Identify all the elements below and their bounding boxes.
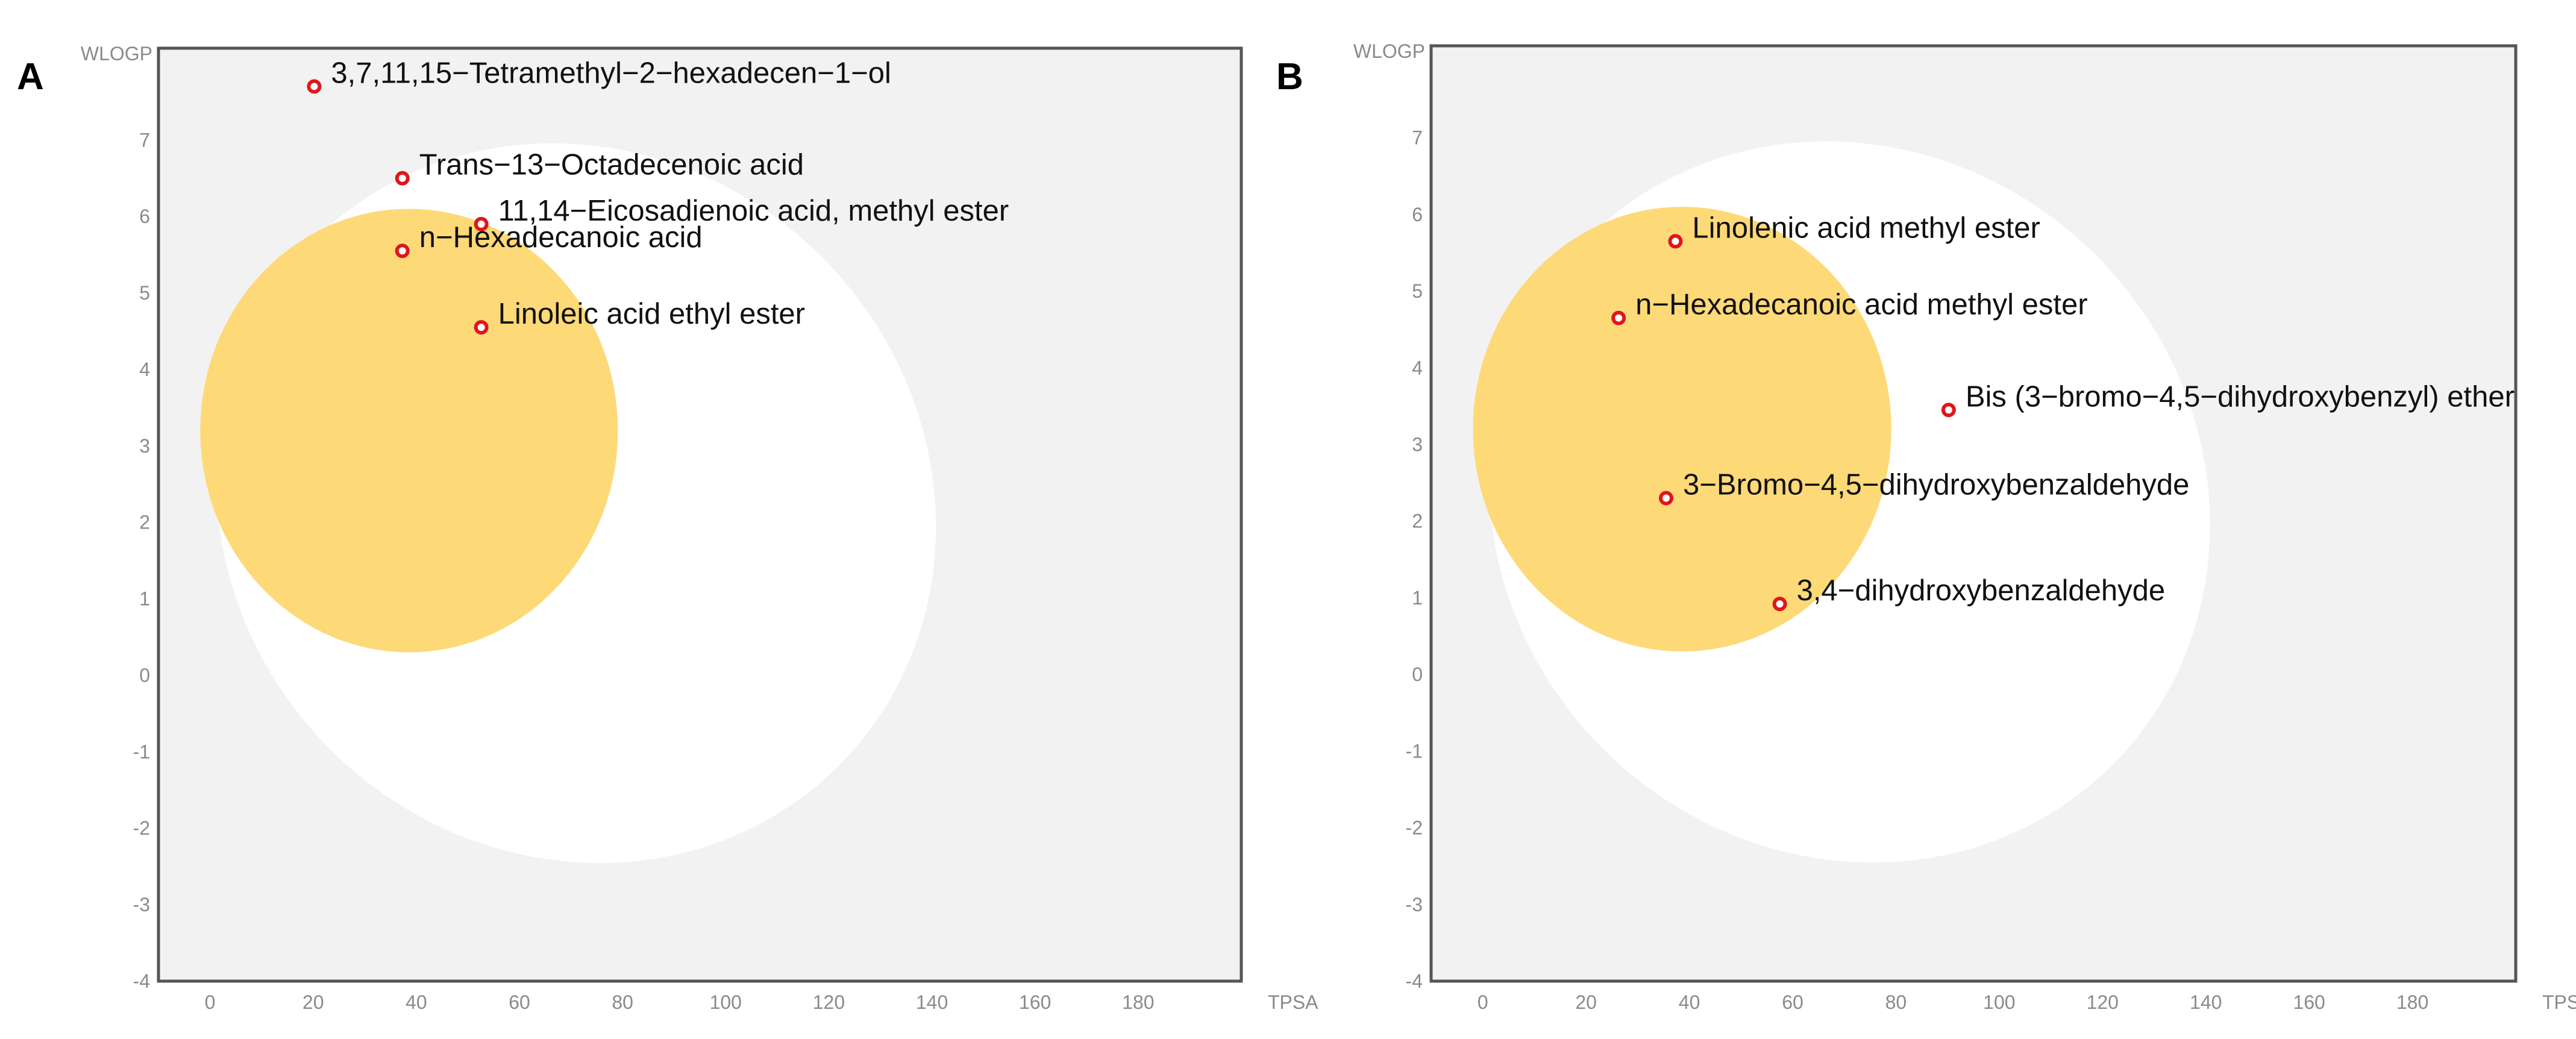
plot-frame bbox=[157, 46, 1243, 983]
point-label: n−Hexadecanoic acid bbox=[419, 221, 703, 254]
x-tick-label: 160 bbox=[1019, 991, 1051, 1013]
y-tick-label: -2 bbox=[133, 817, 150, 839]
x-tick-label: 60 bbox=[509, 991, 530, 1013]
x-tick-label: 20 bbox=[1575, 991, 1597, 1013]
y-tick-label: 3 bbox=[139, 435, 150, 457]
panel-label-a: A bbox=[17, 56, 44, 98]
point-label: Linoleic acid ethyl ester bbox=[498, 298, 805, 330]
x-tick-label: 180 bbox=[2396, 991, 2428, 1013]
x-tick-label: 140 bbox=[916, 991, 948, 1013]
panel-label-b: B bbox=[1276, 56, 1303, 98]
point-label: Linolenic acid methyl ester bbox=[1692, 212, 2040, 244]
y-tick-label: 3 bbox=[1412, 434, 1423, 456]
data-point bbox=[395, 243, 410, 259]
x-tick-label: 140 bbox=[2190, 991, 2222, 1013]
x-tick-label: 80 bbox=[612, 991, 633, 1013]
x-axis-label: TPSA bbox=[1268, 991, 1318, 1013]
point-label: 3,7,11,15−Tetramethyl−2−hexadecen−1−ol bbox=[331, 57, 891, 89]
y-tick-label: 5 bbox=[1412, 280, 1423, 302]
y-tick-label: -1 bbox=[1406, 740, 1423, 762]
y-tick-label: -3 bbox=[1406, 894, 1423, 915]
y-tick-label: 7 bbox=[139, 129, 150, 151]
y-tick-label: 1 bbox=[139, 588, 150, 610]
y-tick-label: 6 bbox=[139, 206, 150, 227]
x-tick-label: 60 bbox=[1782, 991, 1804, 1013]
data-point bbox=[1668, 234, 1683, 249]
data-point bbox=[474, 216, 489, 231]
x-tick-label: 80 bbox=[1885, 991, 1907, 1013]
y-tick-label: 2 bbox=[139, 512, 150, 533]
panel-b: 0 20 40 60 80 100 120 140 160 180 -4 -3 -2 -1 0 1 2 3 4 5 6 7… bbox=[1276, 40, 2576, 1013]
data-point bbox=[395, 171, 410, 186]
y-tick-label: 0 bbox=[139, 664, 150, 686]
data-point bbox=[474, 320, 489, 335]
y-tick-label: -4 bbox=[133, 970, 150, 992]
data-point bbox=[1941, 403, 1956, 418]
point-label: 11,14−Eicosadienoic acid, methyl ester bbox=[498, 195, 1009, 227]
point-label: Trans−13−Octadecenoic acid bbox=[419, 149, 804, 181]
y-tick-label: 7 bbox=[1412, 127, 1423, 149]
y-tick-label: 4 bbox=[139, 359, 150, 380]
x-tick-label: 180 bbox=[1122, 991, 1154, 1013]
x-tick-label: 40 bbox=[1679, 991, 1700, 1013]
y-tick-label: -1 bbox=[133, 741, 150, 762]
data-point bbox=[1611, 310, 1626, 325]
point-label: 3−Bromo−4,5−dihydroxybenzaldehyde bbox=[1683, 469, 2189, 501]
yolk-region bbox=[200, 209, 618, 653]
y-axis-label: WLOGP bbox=[81, 43, 152, 64]
data-point bbox=[1659, 491, 1673, 506]
y-tick-label: -3 bbox=[133, 894, 150, 915]
y-tick-label: -4 bbox=[1406, 970, 1423, 992]
y-tick-label: 0 bbox=[1412, 664, 1423, 685]
x-tick-label: 0 bbox=[205, 991, 216, 1013]
x-tick-label: 100 bbox=[710, 991, 742, 1013]
data-point bbox=[307, 79, 322, 94]
x-tick-label: 120 bbox=[813, 991, 845, 1013]
y-tick-label: 1 bbox=[1412, 587, 1423, 609]
y-tick-label: 6 bbox=[1412, 204, 1423, 225]
y-axis-label: WLOGP bbox=[1353, 40, 1425, 62]
point-label: n−Hexadecanoic acid methyl ester bbox=[1635, 289, 2087, 321]
x-tick-label: 160 bbox=[2293, 991, 2325, 1013]
y-tick-label: 2 bbox=[1412, 510, 1423, 532]
x-tick-label: 20 bbox=[302, 991, 324, 1013]
panel-a: 0 20 40 60 80 100 120 140 160 180 -4 -3 -2 -1 0 1 2 3 4 5 6 7… bbox=[17, 43, 1318, 1013]
x-tick-label: 40 bbox=[406, 991, 427, 1013]
y-tick-label: -2 bbox=[1406, 817, 1423, 839]
point-label: 3,4−dihydroxybenzaldehyde bbox=[1797, 574, 2166, 607]
y-tick-label: 5 bbox=[139, 282, 150, 304]
y-tick-label: 4 bbox=[1412, 357, 1423, 378]
plot-frame bbox=[1429, 44, 2518, 983]
x-tick-label: 120 bbox=[2087, 991, 2119, 1013]
data-point bbox=[1772, 597, 1787, 612]
x-tick-label: 0 bbox=[1478, 991, 1488, 1013]
point-label: Bis (3−bromo−4,5−dihydroxybenzyl) ether bbox=[1966, 380, 2515, 413]
x-axis-label: TPSA bbox=[2542, 991, 2576, 1013]
x-tick-label: 100 bbox=[1983, 991, 2015, 1013]
yolk-region bbox=[1473, 207, 1891, 651]
